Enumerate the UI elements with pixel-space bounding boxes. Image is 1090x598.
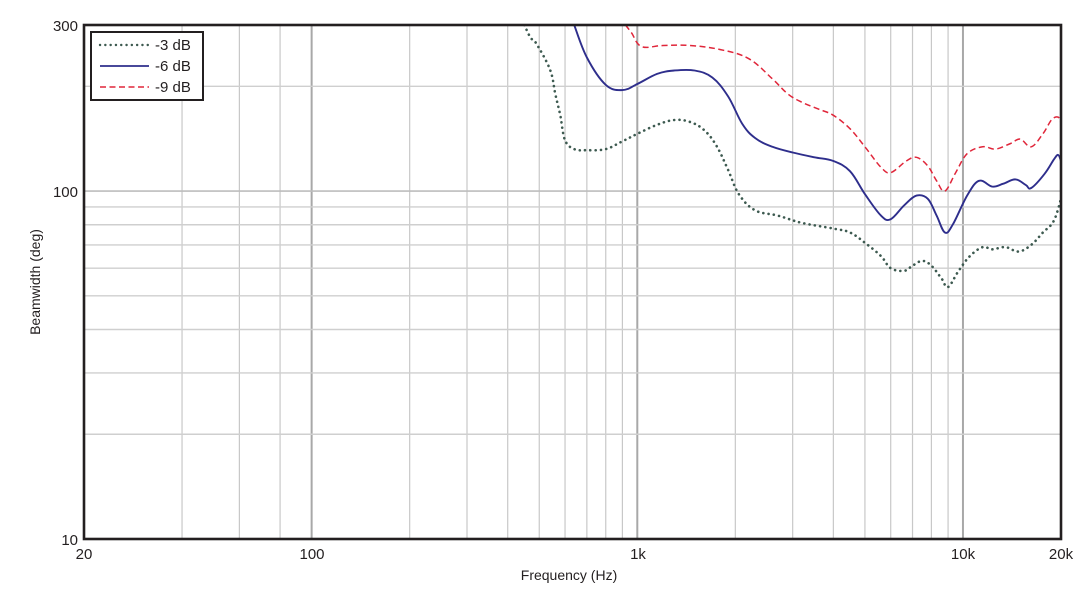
y-tick-10: 10 bbox=[61, 532, 78, 549]
legend-label-3db: -3 dB bbox=[155, 37, 191, 54]
data-series bbox=[523, 25, 1061, 289]
x-tick-10k: 10k bbox=[951, 546, 976, 563]
x-tick-20k: 20k bbox=[1049, 546, 1074, 563]
y-tick-300: 300 bbox=[53, 18, 78, 35]
series-line-3dBdb bbox=[523, 25, 1061, 289]
x-tick-1k: 1k bbox=[630, 546, 646, 563]
legend: -3 dB -6 dB -9 dB bbox=[90, 31, 204, 101]
legend-label-6db: -6 dB bbox=[155, 58, 191, 75]
x-tick-20: 20 bbox=[76, 546, 93, 563]
y-tick-100: 100 bbox=[53, 184, 78, 201]
series-line-9dBdb bbox=[624, 25, 1061, 192]
legend-label-9db: -9 dB bbox=[155, 79, 191, 96]
y-axis-title: Beamwidth (deg) bbox=[27, 229, 43, 335]
series-line-6dBdb bbox=[573, 25, 1061, 234]
x-axis-title: Frequency (Hz) bbox=[521, 567, 617, 583]
x-tick-100: 100 bbox=[299, 546, 324, 563]
plot-frame bbox=[82, 23, 1063, 541]
grid-lines bbox=[84, 25, 1061, 539]
